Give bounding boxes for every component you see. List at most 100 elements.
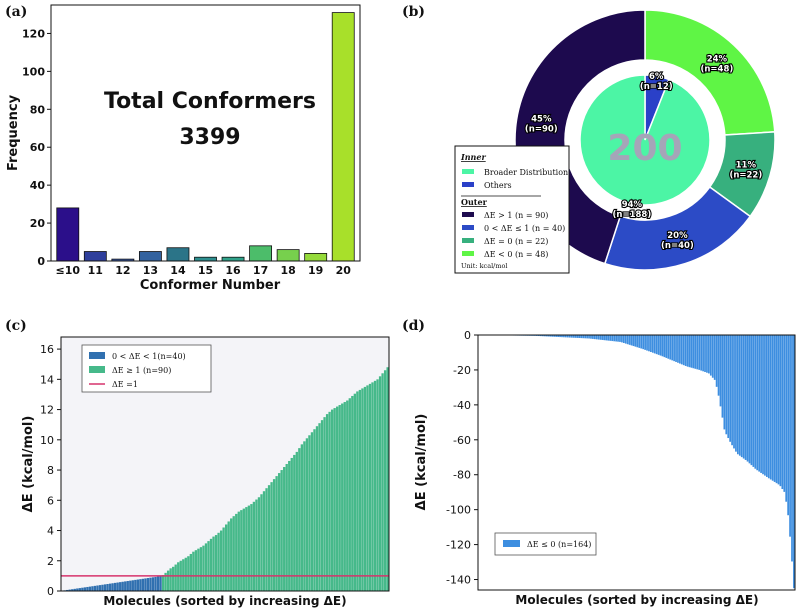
panel-d-bar-151 [769, 335, 772, 480]
panel-c-bar-37 [154, 576, 157, 591]
panel-d-bar-147 [762, 335, 764, 475]
panel-d-bar-102 [675, 335, 677, 362]
panel-c-bar-105 [325, 414, 329, 591]
panel-c-bar-74 [247, 505, 251, 591]
panel-a-bar-4 [166, 247, 190, 262]
panel-d-bar-132 [733, 335, 735, 449]
panel-d-bar-35 [545, 335, 548, 337]
panel-d-bar-75 [622, 335, 625, 343]
panel-d-chart: 0 -20 -40 -60 -80 -100 -120 -140 Molecules (sor… [414, 329, 796, 607]
panel-c-bar-99 [310, 432, 314, 591]
panel-c-bar-102 [318, 423, 321, 591]
panel-a-bar-10 [331, 12, 355, 262]
panel-d-bar-71 [615, 335, 617, 342]
panel-d-bar-81 [634, 335, 637, 347]
legend-outer-title: Outer [461, 197, 488, 207]
panel-d-bar-108 [686, 335, 689, 367]
panel-c-bar-120 [363, 386, 367, 591]
panel-d-bar-68 [609, 335, 612, 341]
panel-d-ytick-6: -120 [446, 539, 471, 552]
panel-c-bar-23 [119, 582, 122, 591]
legend-item-others: Others [484, 181, 512, 190]
panel-a-xtick-3: 13 [143, 264, 158, 277]
panel-c-bar-93 [295, 451, 298, 591]
panel-c-bar-96 [303, 441, 306, 591]
panel-d-ytick-5: -100 [446, 504, 471, 517]
panel-d-bar-56 [586, 335, 588, 339]
panel-d-bar-32 [539, 335, 542, 337]
legend-item-lt0: ΔE < 0 (n = 48) [484, 250, 548, 259]
panel-a-bar-0 [56, 207, 80, 262]
panel-c-bar-78 [257, 497, 261, 591]
panel-d-bar-103 [677, 335, 679, 363]
panel-c-frame [60, 336, 390, 592]
panel-c-bar-16 [101, 584, 104, 591]
panel-a-xtick-9: 19 [308, 264, 323, 277]
panel-a-ytick-0: 0 [37, 255, 45, 268]
panel-c-bar-64 [222, 527, 225, 591]
panel-c-bar-91 [290, 457, 293, 591]
panel-c-bar-11 [88, 586, 92, 591]
panel-d-bar-74 [621, 335, 623, 343]
legend-item-0to1: 0 < ΔE ≤ 1 (n = 40) [484, 224, 565, 233]
panel-c-bar-116 [353, 393, 356, 591]
panel-c-bar-67 [230, 518, 233, 591]
legend-swatch-gt1 [462, 212, 474, 217]
legend-item-c-ref: ΔE =1 [112, 380, 138, 389]
panel-c-bar-129 [386, 367, 389, 591]
panel-d-bar-149 [766, 335, 768, 477]
panel-d-bar-64 [601, 335, 604, 340]
panel-c-bar-18 [106, 583, 109, 591]
panel-d-bar-84 [640, 335, 643, 349]
panel-d-bar-41 [557, 335, 559, 337]
panel-d-bar-155 [777, 335, 780, 485]
panel-c-bar-87 [280, 470, 283, 591]
legend-unit: Unit: kcal/mol [461, 262, 508, 270]
panel-c-bar-106 [328, 411, 331, 591]
panel-c-bar-109 [336, 406, 339, 591]
panel-d-bar-110 [690, 335, 693, 368]
panel-c-bar-75 [250, 504, 253, 591]
panel-c-bar-48 [182, 559, 185, 591]
panel-a-ytick-1: 20 [30, 217, 46, 230]
panel-c-ytick-6: 12 [40, 404, 54, 417]
panel-c-bar-60 [212, 536, 215, 591]
panel-c-bar-54 [197, 548, 200, 591]
panel-d-bar-154 [775, 335, 778, 484]
panel-c-bar-128 [383, 370, 387, 591]
panel-a-letter: (a) [5, 4, 27, 20]
panel-c-bar-81 [265, 488, 268, 591]
panel-c-chart: 0 2 4 6 8 10 12 14 16 Molecules (sorted by incre… [21, 336, 390, 608]
panel-d-bar-77 [626, 335, 629, 345]
panel-c-bar-112 [343, 402, 346, 591]
panel-c-bar-83 [270, 482, 273, 591]
panel-d-bar-57 [588, 335, 590, 339]
panel-d-bar-142 [752, 335, 755, 467]
panel-d-bar-51 [576, 335, 579, 338]
panel-b-letter: (b) [402, 4, 425, 20]
panel-d-bar-121 [711, 335, 714, 378]
panel-b-outer-label-3: 45% [531, 115, 552, 125]
panel-d-bar-82 [636, 335, 639, 348]
panel-c-bar-84 [272, 479, 276, 591]
legend-item-c-low: 0 < ΔE < 1(n=40) [112, 352, 186, 361]
panel-d-bar-144 [756, 335, 759, 471]
panel-d-bar-115 [700, 335, 703, 371]
panel-d-bar-152 [771, 335, 774, 481]
panel-d-frame [477, 334, 796, 591]
panel-d-bar-72 [617, 335, 619, 342]
panel-a-bar-8 [276, 249, 300, 262]
panel-d-bar-111 [692, 335, 695, 369]
legend-item-broader: Broader Distribution [484, 168, 568, 177]
panel-c-bar-7 [78, 588, 81, 591]
legend-swatch-c-high [89, 366, 105, 373]
panel-d-bar-153 [773, 335, 776, 482]
panel-c-bar-123 [371, 382, 374, 591]
panel-c-bar-24 [121, 581, 124, 591]
panel-d-bar-85 [642, 335, 645, 350]
legend-item-gt1: ΔE > 1 (n = 90) [484, 211, 548, 220]
panel-a-bar-7 [249, 245, 273, 262]
panel-d-bar-122 [713, 335, 716, 380]
panel-d-bar-31 [537, 335, 540, 337]
panel-d-bar-78 [628, 335, 631, 345]
